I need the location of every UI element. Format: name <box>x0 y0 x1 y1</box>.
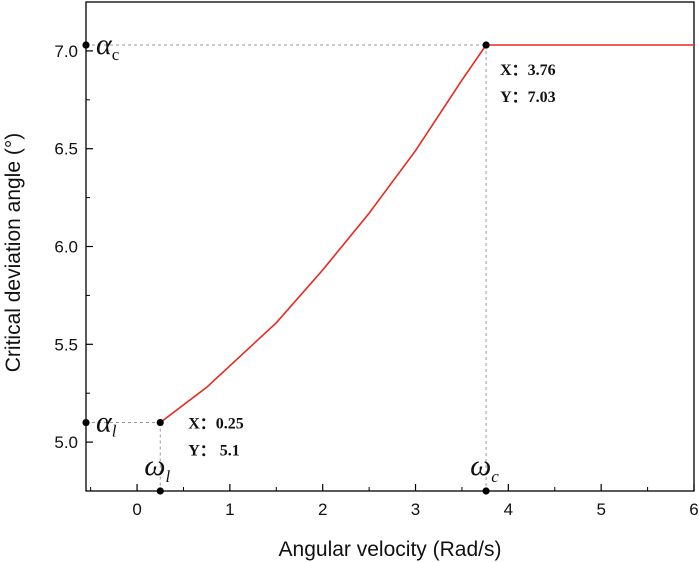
annotation-critical-y: Y：7.03 <box>500 89 556 106</box>
y-tick-label: 6.0 <box>54 238 78 257</box>
x-axis-point-0 <box>156 487 164 495</box>
alpha-l-label: αl <box>96 406 117 441</box>
x-tick-label: 4 <box>504 500 513 519</box>
omega-l-symbol: ω <box>144 449 165 482</box>
annotation-low-x: X：0.25 <box>188 416 244 433</box>
x-tick-label: 1 <box>225 500 234 519</box>
y-axis-label: Critical deviation angle (°) <box>2 133 25 373</box>
alpha-l-symbol: α <box>96 406 113 439</box>
x-tick-label: 5 <box>596 500 605 519</box>
annotation-point-0 <box>156 418 164 427</box>
alpha-c-label: αc <box>96 28 120 64</box>
annotation-point-1 <box>482 41 490 49</box>
x-tick-label: 3 <box>411 500 420 519</box>
x-tick-label: 6 <box>689 500 698 519</box>
y-tick-label: 5.0 <box>54 433 78 452</box>
plot-frame <box>85 1 695 492</box>
x-axis-label: Angular velocity (Rad/s) <box>279 538 502 561</box>
guide-lines <box>86 44 487 491</box>
omega-c-label: ωc <box>470 449 499 486</box>
series <box>159 44 694 424</box>
y-tick-label: 7.0 <box>54 42 78 61</box>
data-points <box>82 41 490 495</box>
y-tick-label: 6.5 <box>54 140 78 159</box>
annotation-low-y: Y： 5.1 <box>188 443 240 460</box>
x-axis-point-1 <box>482 487 490 495</box>
alpha-c-symbol: α <box>96 28 113 61</box>
alpha-c-subscript: c <box>112 45 120 64</box>
x-tick-label: 2 <box>318 500 327 519</box>
y-axis-point-1 <box>82 41 90 49</box>
x-tick-label: 0 <box>132 500 141 519</box>
series-line-0 <box>159 44 694 424</box>
omega-l-subscript: l <box>165 467 170 486</box>
omega-c-subscript: c <box>491 467 499 486</box>
y-axis-point-0 <box>82 418 90 427</box>
annotation-critical-x: X：3.76 <box>500 62 556 79</box>
alpha-l-subscript: l <box>112 422 117 441</box>
omega-c-symbol: ω <box>470 449 491 482</box>
omega-l-label: ωl <box>144 449 170 486</box>
y-tick-label: 5.5 <box>54 335 78 354</box>
axes: 0 1 2 3 4 5 6 5.0 5.5 6.0 6.5 7.0 <box>54 1 699 519</box>
